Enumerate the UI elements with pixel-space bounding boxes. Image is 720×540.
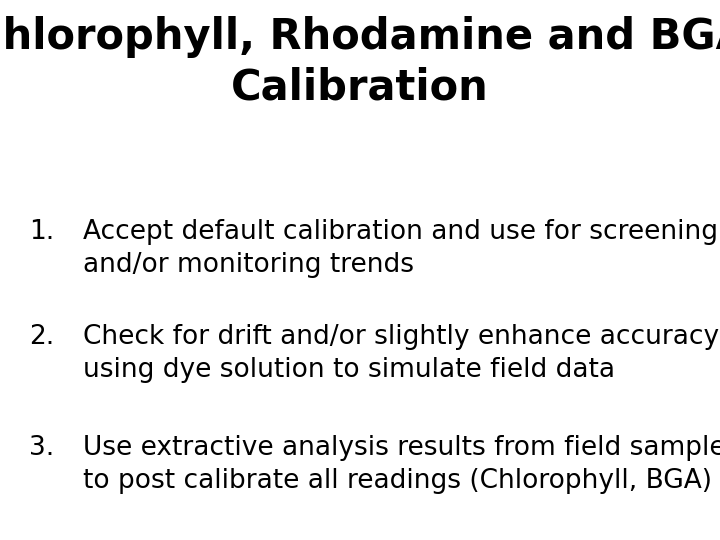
- Text: Check for drift and/or slightly enhance accuracy
using dye solution to simulate : Check for drift and/or slightly enhance …: [83, 324, 719, 383]
- Text: Use extractive analysis results from field samples
to post calibrate all reading: Use extractive analysis results from fie…: [83, 435, 720, 494]
- Text: 2.: 2.: [29, 324, 54, 350]
- Text: Chlorophyll, Rhodamine and BGA
Calibration: Chlorophyll, Rhodamine and BGA Calibrati…: [0, 16, 720, 109]
- Text: 3.: 3.: [29, 435, 54, 461]
- Text: 1.: 1.: [29, 219, 54, 245]
- Text: Accept default calibration and use for screening
and/or monitoring trends: Accept default calibration and use for s…: [83, 219, 718, 278]
